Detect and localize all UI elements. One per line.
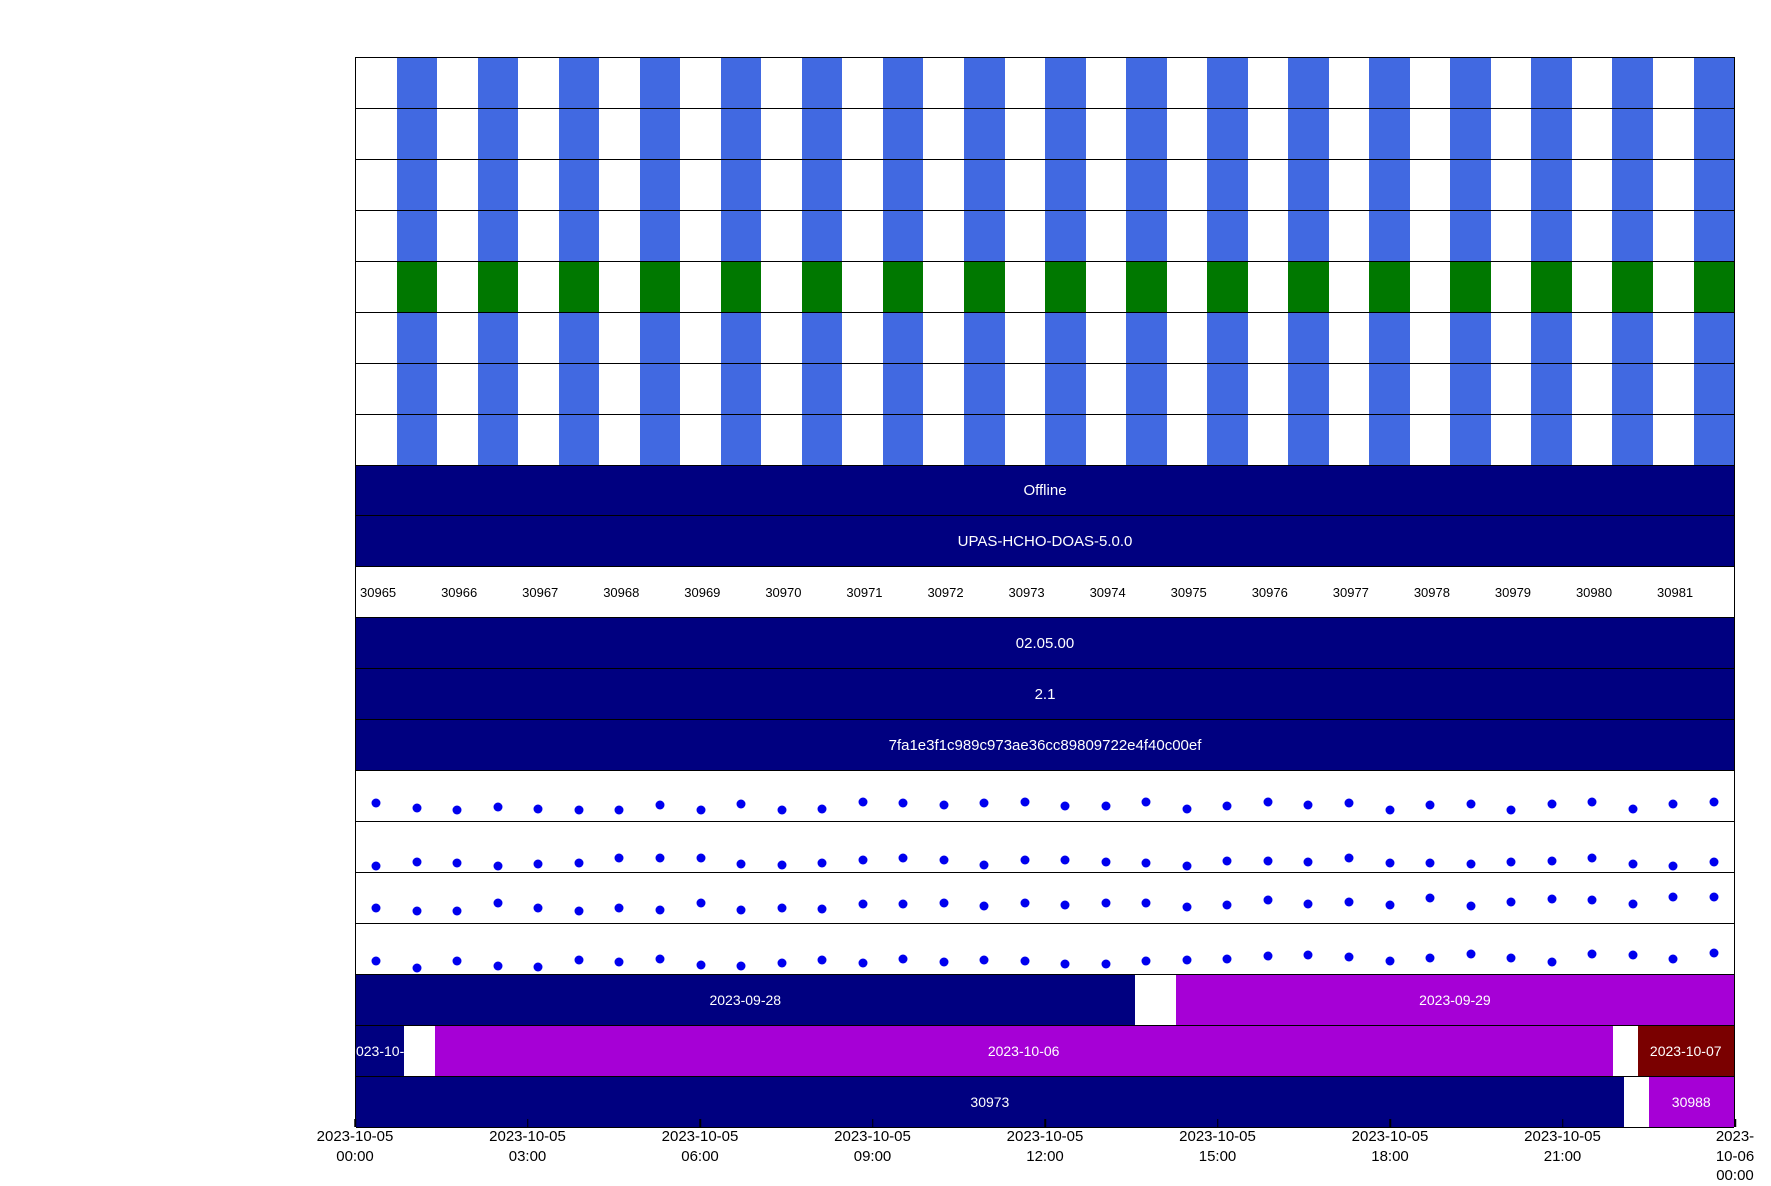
- x-axis-tick-8: 2023-10-06 00:00: [1716, 1127, 1754, 1186]
- orbit-cell-15: 30980: [1572, 567, 1653, 617]
- full-value-12: 2.1: [356, 669, 1734, 719]
- orbit-cell-2: 30967: [518, 567, 599, 617]
- row-algorithm-version: algorithm versionUPAS-HCHO-DOAS-5.0.0: [356, 516, 1734, 567]
- row-reference-spectrum: reference spectrum: [356, 415, 1734, 466]
- row-product-version: product version2.1: [356, 669, 1734, 720]
- orbit-cell-1: 30966: [437, 567, 518, 617]
- x-axis-tick-5: 2023-10-05 15:00: [1179, 1127, 1256, 1166]
- x-axis-tick-4: 2023-10-05 12:00: [1007, 1127, 1084, 1166]
- row-processing-mode: processing modeOffline: [356, 466, 1734, 517]
- segment-19-0: 2023-10-0: [356, 1026, 404, 1076]
- segment-20-2: 30988: [1649, 1077, 1734, 1127]
- segment-19-3: [1613, 1026, 1638, 1076]
- row-processing-s-: processing (s): [356, 822, 1734, 873]
- scatter-plot-15: [356, 822, 1734, 872]
- row-status-l2-cloud: Status L2 CLOUD: [356, 262, 1734, 313]
- x-axis-tick-7: 2023-10-05 21:00: [1524, 1127, 1601, 1166]
- x-axis-tick-2: 2023-10-05 06:00: [662, 1127, 739, 1166]
- row-processor-version: processor version02.05.00: [356, 618, 1734, 669]
- segment-18-1: [1135, 975, 1176, 1025]
- scatter-plot-14: [356, 771, 1734, 821]
- row--time-per-pixel: σ time per pixel: [356, 924, 1734, 975]
- orbit-cell-3: 30968: [599, 567, 680, 617]
- row-processing-status: processing status: [356, 58, 1734, 109]
- stripe-pattern: [356, 160, 1734, 210]
- segment-20-0: 30973: [356, 1077, 1624, 1127]
- orbit-cell-8: 30973: [1005, 567, 1086, 617]
- orbit-cell-14: 30979: [1491, 567, 1572, 617]
- orbit-cell-5: 30970: [761, 567, 842, 617]
- segment-row-18: 2023-09-28 2023-09-29: [356, 975, 1734, 1025]
- stripe-pattern: [356, 262, 1734, 312]
- chart-title: [0, 0, 1771, 28]
- row-status-tm5-data: status TM5 data: [356, 211, 1734, 262]
- segment-19-1: [404, 1026, 434, 1076]
- row-revision: revision7fa1e3f1c989c973ae36cc89809722e4…: [356, 720, 1734, 771]
- row-initialization-s-: initialization (s): [356, 771, 1734, 822]
- row-time-per-pixel: time per pixel: [356, 873, 1734, 924]
- orbit-cell-16: 30981: [1653, 567, 1734, 617]
- orbit-cell-7: 30972: [923, 567, 1004, 617]
- row-status-bg: Status BG: [356, 160, 1734, 211]
- full-value-8: Offline: [356, 466, 1734, 516]
- full-value-9: UPAS-HCHO-DOAS-5.0.0: [356, 516, 1734, 566]
- segment-18-2: 2023-09-29: [1176, 975, 1734, 1025]
- stripe-pattern: [356, 58, 1734, 108]
- scatter-plot-16: [356, 873, 1734, 923]
- x-axis-tick-3: 2023-10-05 09:00: [834, 1127, 911, 1166]
- orbit-values: 30965 30966 30967 30968 30969 30970 30971 30972…: [356, 567, 1734, 617]
- x-axis-labels: 2023-10-05 00:00 2023-10-05 03:00 2023-10-05…: [355, 1127, 1735, 1177]
- segment-19-2: 2023-10-06: [435, 1026, 1613, 1076]
- segment-19-4: 2023-10-07: [1638, 1026, 1734, 1076]
- orbit-cell-12: 30977: [1329, 567, 1410, 617]
- orbit-cell-4: 30969: [680, 567, 761, 617]
- segment-20-1: [1624, 1077, 1649, 1127]
- row-status-met-2d: Status MET 2D: [356, 313, 1734, 364]
- x-axis-tick-6: 2023-10-05 18:00: [1352, 1127, 1429, 1166]
- segment-row-19: 2023-10-0 2023-10-06 2023-10-07: [356, 1026, 1734, 1076]
- stripe-pattern: [356, 313, 1734, 363]
- stripe-pattern: [356, 364, 1734, 414]
- stripe-pattern: [356, 415, 1734, 465]
- row-status-nise: Status NISE: [356, 364, 1734, 415]
- row-status-aer-ai: Status AER AI: [356, 109, 1734, 160]
- orbit-cell-10: 30975: [1167, 567, 1248, 617]
- orbit-cell-0: 30965: [356, 567, 437, 617]
- full-value-11: 02.05.00: [356, 618, 1734, 668]
- stripe-pattern: [356, 109, 1734, 159]
- orbit-cell-13: 30978: [1410, 567, 1491, 617]
- orbit-cell-9: 30974: [1086, 567, 1167, 617]
- row-orbit: orbit30965309663096730968309693097030971…: [356, 567, 1734, 618]
- orbit-cell-11: 30976: [1248, 567, 1329, 617]
- stripe-pattern: [356, 211, 1734, 261]
- orbit-cell-6: 30971: [842, 567, 923, 617]
- scatter-plot-17: [356, 924, 1734, 974]
- plot-area: processing statusStatus AER AIStatus BGs…: [355, 57, 1735, 1127]
- full-value-13: 7fa1e3f1c989c973ae36cc89809722e4f40c00ef: [356, 720, 1734, 770]
- segment-18-0: 2023-09-28: [356, 975, 1135, 1025]
- chart-container: processing statusStatus AER AIStatus BGs…: [0, 0, 1771, 1181]
- x-axis-tick-0: 2023-10-05 00:00: [317, 1127, 394, 1166]
- x-axis-tick-1: 2023-10-05 03:00: [489, 1127, 566, 1166]
